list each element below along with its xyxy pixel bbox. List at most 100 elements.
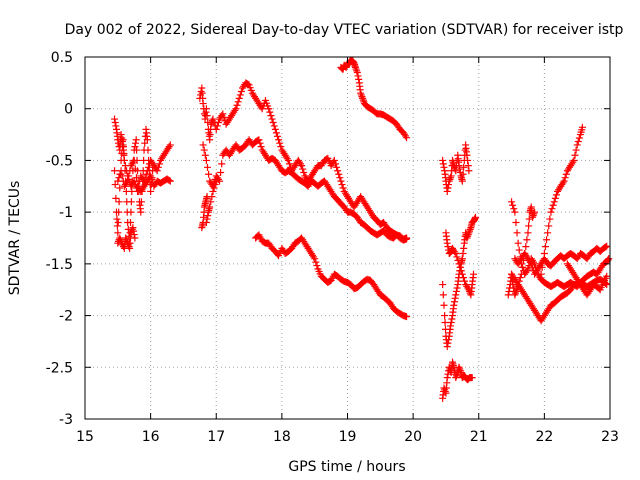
data-point — [538, 263, 546, 271]
data-point — [514, 281, 522, 289]
data-point — [512, 289, 519, 297]
data-point — [214, 119, 222, 127]
data-point — [471, 213, 479, 221]
data-point — [296, 160, 304, 168]
data-point — [276, 139, 284, 147]
data-point — [605, 255, 613, 263]
data-point — [125, 172, 133, 180]
y-tick-label: -1 — [59, 205, 73, 221]
data-point — [147, 187, 155, 195]
data-point — [129, 158, 137, 166]
data-point — [452, 374, 460, 382]
data-point — [257, 143, 265, 151]
data-point — [455, 260, 463, 268]
x-tick-label: 17 — [207, 429, 225, 445]
data-point — [511, 208, 519, 216]
data-point — [510, 205, 518, 213]
data-point — [465, 229, 473, 237]
data-point — [310, 253, 318, 261]
data-point — [217, 168, 225, 176]
data-point — [524, 265, 532, 273]
data-point — [200, 146, 208, 154]
data-point — [456, 367, 464, 375]
data-point — [451, 294, 459, 302]
data-point — [202, 156, 210, 164]
data-point — [235, 94, 243, 102]
data-point — [573, 141, 581, 149]
data-point — [529, 212, 537, 220]
data-point — [516, 274, 524, 282]
data-point — [211, 181, 219, 189]
data-point — [205, 170, 213, 178]
data-point — [271, 125, 279, 133]
y-tick-label: 0.5 — [51, 50, 73, 66]
data-point — [470, 270, 477, 278]
data-point — [330, 156, 338, 164]
data-point — [445, 336, 453, 344]
data-point — [236, 91, 244, 99]
data-point — [463, 151, 471, 159]
data-point — [116, 184, 124, 192]
data-point — [199, 100, 207, 108]
data-point — [116, 236, 124, 244]
data-point — [403, 234, 411, 242]
data-point — [546, 215, 554, 223]
y-axis: -3 -2.5 -2 -1.5 -1 -0.5 0 0.5 — [46, 50, 610, 428]
y-tick-label: 0 — [64, 102, 73, 118]
data-point — [115, 198, 123, 206]
data-point — [137, 208, 145, 216]
x-tick-label: 23 — [601, 429, 619, 445]
data-point — [521, 250, 529, 258]
data-point — [464, 231, 472, 239]
grid — [85, 57, 610, 419]
data-point — [452, 250, 460, 258]
y-tick-label: -2 — [59, 309, 73, 325]
data-point — [522, 243, 530, 251]
data-point — [443, 374, 451, 382]
data-point — [203, 112, 211, 120]
data-point — [357, 89, 365, 97]
x-axis-label: GPS time / hours — [288, 459, 405, 475]
data-point — [339, 184, 347, 192]
data-point — [441, 386, 449, 394]
data-point — [570, 156, 578, 164]
data-point — [132, 174, 140, 182]
data-point — [130, 156, 138, 164]
data-point — [213, 122, 221, 130]
data-point — [112, 194, 120, 202]
data-point — [514, 239, 522, 247]
data-point — [143, 136, 151, 144]
data-point — [439, 156, 447, 164]
data-point — [453, 156, 461, 164]
data-point — [127, 208, 135, 216]
y-tick-label: -1.5 — [46, 257, 73, 273]
data-point — [137, 198, 145, 206]
data-point — [299, 165, 307, 173]
series-arc-20b — [439, 213, 479, 351]
series-arc-19 — [337, 56, 411, 142]
data-point — [561, 174, 569, 182]
data-point — [547, 208, 555, 216]
x-axis: 15 16 17 18 19 20 21 22 23 — [76, 57, 619, 445]
data-point — [531, 208, 539, 216]
data-point — [527, 260, 535, 268]
data-point — [572, 146, 580, 154]
data-point — [511, 291, 519, 299]
data-point — [300, 168, 308, 176]
data-point — [551, 194, 559, 202]
data-point — [197, 87, 205, 95]
x-tick-label: 21 — [470, 429, 488, 445]
data-point — [463, 234, 471, 242]
data-point — [353, 67, 361, 75]
data-point — [525, 222, 533, 230]
y-axis-label: SDTVAR / TECUs — [7, 181, 23, 296]
data-point — [466, 289, 474, 297]
data-point — [569, 158, 577, 166]
data-point — [166, 141, 174, 149]
data-point — [266, 108, 274, 116]
data-point — [124, 177, 132, 185]
data-point — [448, 315, 456, 323]
data-point — [466, 225, 474, 233]
data-point — [117, 131, 125, 139]
data-point — [458, 255, 466, 263]
